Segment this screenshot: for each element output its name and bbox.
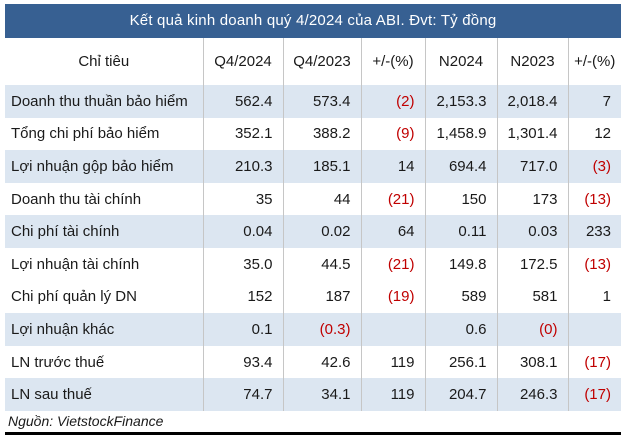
- cell-value: 0.1: [202, 313, 283, 346]
- table-row: Chi phí quản lý DN 152 187 (19) 589 581 1: [5, 280, 621, 314]
- header-cell: +/-(%): [360, 38, 425, 85]
- cell-value: (9): [360, 117, 425, 151]
- cell-value: 172.5: [496, 247, 568, 281]
- cell-value: (2): [360, 85, 425, 118]
- cell-value: 74.7: [202, 378, 283, 411]
- cell-value: 2,018.4: [496, 85, 568, 118]
- cell-value: 152: [202, 280, 283, 314]
- cell-value: 34.1: [282, 378, 361, 411]
- row-label: LN sau thuế: [5, 378, 203, 411]
- cell-value: 573.4: [282, 85, 361, 118]
- cell-value: (17): [567, 345, 621, 379]
- cell-value: [360, 313, 425, 346]
- cell-value: (17): [567, 378, 621, 411]
- table-row: Tổng chi phí bảo hiểm 352.1 388.2 (9) 1,458.…: [5, 117, 621, 151]
- header-cell: +/-(%): [567, 38, 621, 85]
- cell-value: (13): [567, 182, 621, 216]
- header-cell-label: Chỉ tiêu: [5, 38, 203, 85]
- cell-value: 44.5: [282, 247, 361, 281]
- row-label: Tổng chi phí bảo hiểm: [11, 125, 160, 143]
- cell-value: 7: [567, 85, 621, 118]
- table-row: LN sau thuế 74.7 34.1 119 204.7 246.3 (17): [5, 378, 621, 411]
- row-label: Lợi nhuận tài chính: [11, 255, 140, 273]
- cell-value: 256.1: [424, 345, 497, 379]
- cell-value: (0.3): [282, 313, 361, 346]
- table-row: Doanh thu tài chính 35 44 (21) 150 173 (13): [5, 182, 621, 216]
- cell-value: 1,301.4: [496, 117, 568, 151]
- table-body: Doanh thu thuần bảo hiểm 562.4 573.4 (2) 2,1…: [5, 85, 621, 411]
- row-label: Lợi nhuận khác: [5, 313, 203, 346]
- cell-value: 0.6: [424, 313, 497, 346]
- cell-value: (0): [496, 313, 568, 346]
- cell-value: 233: [567, 215, 621, 248]
- header-cell: Q4/2024: [202, 38, 283, 85]
- cell-value: 173: [496, 182, 568, 216]
- row-label: Chi phí tài chính: [5, 215, 203, 248]
- row-label: Doanh thu tài chính: [11, 190, 142, 208]
- cell-value: 589: [424, 280, 497, 314]
- row-label: Lợi nhuận gộp bảo hiểm: [5, 150, 203, 183]
- table-row: LN trước thuế 93.4 42.6 119 256.1 308.1 (17): [5, 345, 621, 379]
- table-row: Chi phí tài chính 0.04 0.02 64 0.11 0.03 233: [5, 215, 621, 248]
- table-row: Lợi nhuận gộp bảo hiểm 210.3 185.1 14 694.4 7…: [5, 150, 621, 183]
- cell-value: 308.1: [496, 345, 568, 379]
- results-table: Chỉ tiêu Q4/2024 Q4/2023 +/-(%) N2024 N2023 +/…: [5, 38, 621, 411]
- header-cell: Q4/2023: [282, 38, 361, 85]
- cell-value: 149.8: [424, 247, 497, 281]
- cell-value: 694.4: [424, 150, 497, 183]
- cell-value: 35: [202, 182, 283, 216]
- cell-value: 119: [360, 378, 425, 411]
- table-header: Chỉ tiêu Q4/2024 Q4/2023 +/-(%) N2024 N2023 +/…: [5, 38, 621, 85]
- cell-value: 717.0: [496, 150, 568, 183]
- row-label: Chi phí quản lý DN: [11, 288, 137, 306]
- table-row: Lợi nhuận tài chính 35.0 44.5 (21) 149.8 172.…: [5, 247, 621, 281]
- cell-value: 150: [424, 182, 497, 216]
- cell-value: 64: [360, 215, 425, 248]
- header-cell: N2024: [424, 38, 497, 85]
- table-row: Lợi nhuận khác 0.1 (0.3) 0.6 (0): [5, 313, 621, 346]
- header-row: Chỉ tiêu Q4/2024 Q4/2023 +/-(%) N2024 N2023 +/…: [5, 38, 621, 85]
- cell-value: 0.04: [202, 215, 283, 248]
- cell-value: 1: [567, 280, 621, 314]
- cell-value: 35.0: [202, 247, 283, 281]
- cell-value: 0.02: [282, 215, 361, 248]
- table-row: Doanh thu thuần bảo hiểm 562.4 573.4 (2) 2,1…: [5, 85, 621, 118]
- cell-value: (21): [360, 182, 425, 216]
- cell-value: 562.4: [202, 85, 283, 118]
- cell-value: (21): [360, 247, 425, 281]
- cell-value: 93.4: [202, 345, 283, 379]
- cell-value: 352.1: [202, 117, 283, 151]
- cell-value: 0.11: [424, 215, 497, 248]
- cell-value: 210.3: [202, 150, 283, 183]
- cell-value: (13): [567, 247, 621, 281]
- row-label: LN trước thuế: [11, 353, 105, 371]
- results-table-container: Kết quả kinh doanh quý 4/2024 của ABI. Đ…: [5, 4, 621, 435]
- cell-value: 12: [567, 117, 621, 151]
- cell-value: 187: [282, 280, 361, 314]
- cell-value: 14: [360, 150, 425, 183]
- cell-value: 246.3: [496, 378, 568, 411]
- table-title: Kết quả kinh doanh quý 4/2024 của ABI. Đ…: [5, 4, 621, 38]
- cell-value: 44: [282, 182, 361, 216]
- cell-value: 185.1: [282, 150, 361, 183]
- cell-value: (3): [567, 150, 621, 183]
- cell-value: (19): [360, 280, 425, 314]
- cell-value: 2,153.3: [424, 85, 497, 118]
- cell-value: 204.7: [424, 378, 497, 411]
- row-label: Doanh thu thuần bảo hiểm: [5, 85, 203, 118]
- cell-value: 119: [360, 345, 425, 379]
- cell-value: 42.6: [282, 345, 361, 379]
- cell-value: 0.03: [496, 215, 568, 248]
- header-cell: N2023: [496, 38, 568, 85]
- source-note: Nguồn: VietstockFinance: [5, 411, 621, 435]
- cell-value: [567, 313, 621, 346]
- cell-value: 388.2: [282, 117, 361, 151]
- cell-value: 1,458.9: [424, 117, 497, 151]
- cell-value: 581: [496, 280, 568, 314]
